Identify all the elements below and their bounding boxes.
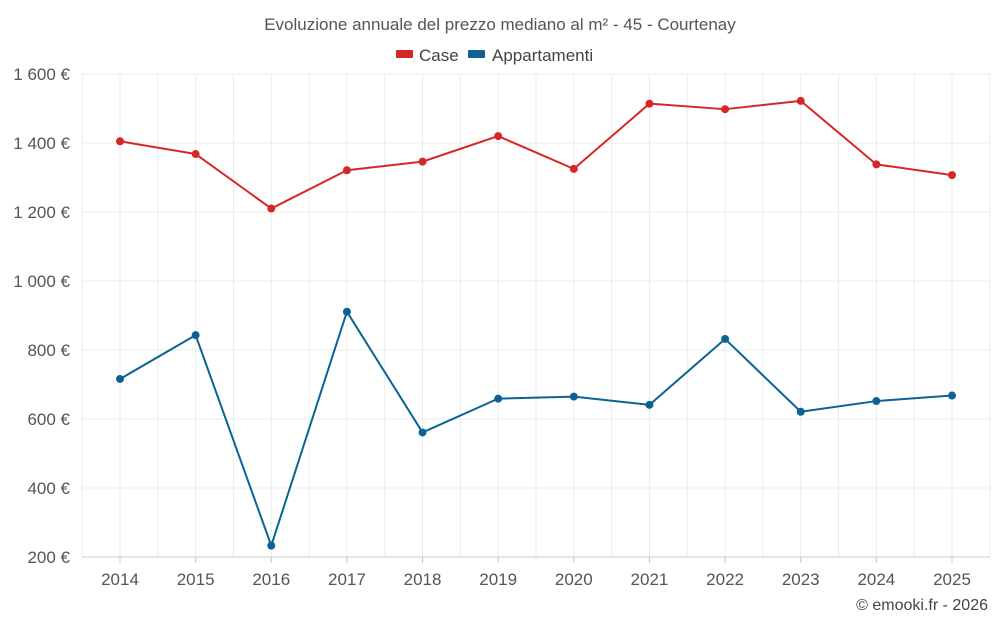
y-tick-label: 1 000 € (13, 272, 70, 291)
series-appartamenti (116, 307, 956, 550)
x-tick-label: 2025 (933, 570, 971, 589)
data-point-case[interactable] (418, 157, 427, 166)
legend-label-case: Case (419, 46, 459, 65)
x-tick-label: 2024 (857, 570, 895, 589)
data-point-case[interactable] (342, 166, 351, 175)
x-tick-label: 2023 (782, 570, 820, 589)
data-point-appartamenti[interactable] (116, 374, 124, 383)
data-point-case[interactable] (116, 137, 124, 146)
x-tick-label: 2018 (404, 570, 442, 589)
chart-title: Evoluzione annuale del prezzo mediano al… (264, 15, 736, 34)
credit-text: © emooki.fr - 2026 (856, 597, 988, 614)
data-point-appartamenti[interactable] (342, 307, 351, 316)
data-point-case[interactable] (191, 150, 200, 159)
legend: Case Appartamenti (396, 46, 593, 65)
legend-item-case[interactable]: Case (396, 46, 459, 65)
x-tick-label: 2020 (555, 570, 593, 589)
series-line-appartamenti (119, 310, 953, 547)
data-point-appartamenti[interactable] (191, 331, 200, 340)
x-axis: 2014 2015 2016 2017 2018 2019 2020 2021 2022 2023… (82, 556, 990, 589)
data-point-appartamenti[interactable] (267, 541, 276, 550)
series-layer (116, 96, 956, 550)
data-point-appartamenti[interactable] (494, 394, 503, 403)
data-point-appartamenti[interactable] (569, 392, 578, 401)
y-tick-label: 600 € (27, 410, 70, 429)
y-tick-label: 1 200 € (13, 203, 70, 222)
y-tick-label: 400 € (27, 479, 70, 498)
y-tick-label: 800 € (27, 341, 70, 360)
x-tick-label: 2014 (101, 570, 139, 589)
data-point-appartamenti[interactable] (948, 391, 956, 400)
x-tick-label: 2015 (177, 570, 215, 589)
y-tick-label: 1 600 € (13, 65, 70, 84)
x-tick-label: 2016 (252, 570, 290, 589)
x-tick-label: 2019 (479, 570, 517, 589)
data-point-case[interactable] (569, 164, 578, 173)
y-tick-label: 1 400 € (13, 134, 70, 153)
data-point-case[interactable] (796, 96, 805, 105)
data-point-case[interactable] (645, 99, 654, 108)
x-tick-label: 2021 (631, 570, 669, 589)
x-tick-label: 2017 (328, 570, 366, 589)
legend-swatch-case (396, 50, 413, 58)
data-point-appartamenti[interactable] (418, 428, 427, 437)
data-point-appartamenti[interactable] (872, 397, 881, 406)
data-point-appartamenti[interactable] (796, 407, 805, 416)
data-point-case[interactable] (494, 132, 503, 141)
y-axis: 200 € 400 € 600 € 800 € 1 000 € 1 200 € 1 400 … (13, 65, 70, 567)
series-case (116, 96, 956, 213)
data-point-appartamenti[interactable] (721, 334, 730, 343)
legend-item-appartamenti[interactable]: Appartamenti (468, 46, 593, 65)
data-point-case[interactable] (267, 204, 276, 213)
y-tick-label: 200 € (27, 548, 70, 567)
series-line-case (119, 99, 953, 210)
data-point-case[interactable] (948, 171, 956, 180)
data-point-case[interactable] (872, 160, 881, 169)
legend-label-appartamenti: Appartamenti (492, 46, 593, 65)
data-point-case[interactable] (721, 105, 730, 114)
data-point-appartamenti[interactable] (645, 400, 654, 409)
legend-swatch-appartamenti (468, 50, 485, 58)
x-tick-label: 2022 (706, 570, 744, 589)
